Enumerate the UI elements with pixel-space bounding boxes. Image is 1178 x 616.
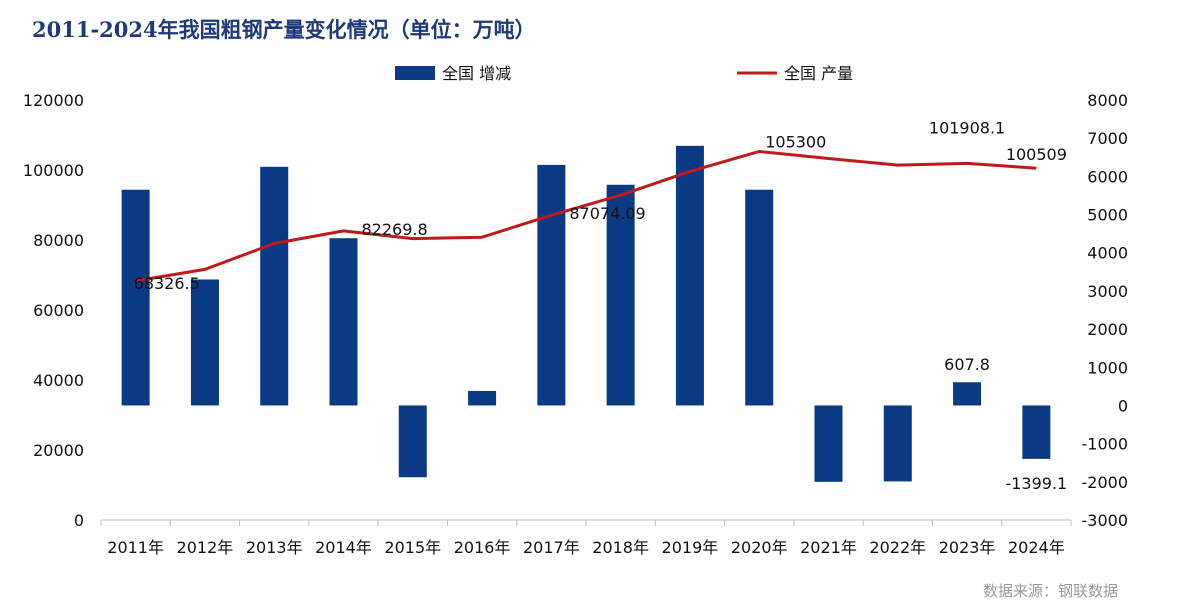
x-tick-label: 2019年 [662,538,719,557]
bar [260,166,289,406]
legend-bar-label: 全国 增减 [442,64,511,83]
legend-line-label: 全国 产量 [784,64,853,83]
line-series-path [135,149,1037,283]
y-left-tick-label: 60000 [33,301,84,320]
x-tick-label: 2013年 [246,538,303,557]
y-right-tick-label: 6000 [1087,167,1128,186]
x-tick-label: 2021年 [800,538,857,557]
x-tick-label: 2015年 [384,538,441,557]
y-right-tick-label: 7000 [1087,129,1128,148]
y-right-tick-label: 2000 [1087,320,1128,339]
data-label: 82269.8 [362,220,428,239]
y-left-tick-label: 100000 [23,161,84,180]
y-right-tick-label: 3000 [1087,282,1128,301]
x-tick-label: 2022年 [869,538,926,557]
bar [468,390,497,406]
y-right-tick-label: 1000 [1087,358,1128,377]
bar [606,184,635,406]
y-right-tick-label: -2000 [1082,473,1129,492]
bar [121,189,150,406]
x-tick-label: 2016年 [454,538,511,557]
y-right-tick-label: -1000 [1082,435,1129,454]
bar [398,405,427,478]
x-tick-label: 2017年 [523,538,580,557]
x-tick-label: 2024年 [1008,538,1065,557]
data-label: 105300 [765,132,826,151]
bar [329,238,358,406]
y-right-tick-label: 5000 [1087,206,1128,225]
bar [953,382,982,406]
x-tick-label: 2012年 [177,538,234,557]
data-label: 607.8 [944,355,990,374]
data-labels: 68326.5 82269.8 87074.09 105300 101908.11005… [134,118,1068,493]
y-left-tick-label: 0 [74,511,84,530]
bar [537,164,566,406]
bar [1022,405,1051,459]
y-left-tick-label: 20000 [33,441,84,460]
x-tick-label: 2011年 [107,538,164,557]
y-right-tick-label: 8000 [1087,91,1128,110]
legend: 全国 增减 全国 产量 [395,64,853,83]
y-right-tick-label: 4000 [1087,244,1128,263]
legend-bar-swatch [395,66,435,80]
x-tick-label: 2014年 [315,538,372,557]
bar [190,279,219,406]
data-label: 68326.5 [134,274,200,293]
bar [675,145,704,406]
bar [745,189,774,406]
x-tick-label: 2020年 [731,538,788,557]
x-tick-label: 2018年 [592,538,649,557]
axes [100,519,1072,526]
data-label: 101908.1 [929,118,1005,137]
bar [814,405,843,482]
bar-series [121,145,1051,482]
data-label: 87074.09 [569,204,645,223]
y-left-tick-label: 40000 [33,371,84,390]
x-tick-label: 2023年 [939,538,996,557]
y-left-tick-label: 80000 [33,231,84,250]
y-right-tick-label: -3000 [1082,511,1129,530]
bar [883,405,912,482]
data-label: -1399.1 [1005,474,1067,493]
tick-labels: 2011年 2012年 2013年 2014年 2015年 2016年 2017年 2018年… [23,91,1128,557]
line-series [135,149,1037,283]
data-label: 100509 [1006,145,1067,164]
chart-title: 2011-2024年我国粗钢产量变化情况（单位：万吨） [32,17,536,42]
y-right-tick-label: 0 [1118,396,1128,415]
data-source: 数据来源：钢联数据 [982,582,1118,600]
y-left-tick-label: 120000 [23,91,84,110]
